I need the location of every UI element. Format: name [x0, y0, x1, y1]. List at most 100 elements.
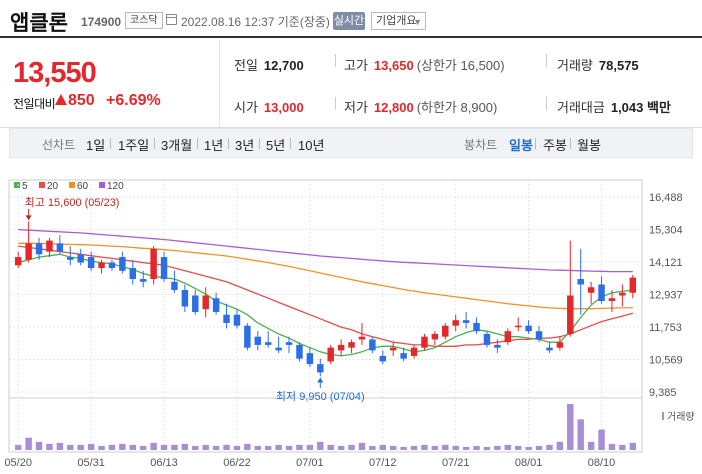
- volume-bar: [98, 445, 105, 450]
- candle-body: [483, 333, 491, 345]
- volume-bar: [410, 445, 418, 450]
- y-tick-label: 16,488: [649, 192, 683, 204]
- candle-body: [223, 314, 230, 323]
- volume-bar: [442, 444, 449, 450]
- volume-bar: [244, 443, 251, 450]
- volume-bar: [306, 444, 314, 450]
- candle-body: [629, 277, 637, 293]
- candle-body: [410, 347, 418, 356]
- volume-bar: [160, 444, 168, 450]
- candle-body: [171, 281, 178, 291]
- candle-body: [317, 364, 324, 373]
- volume-bar: [598, 429, 605, 450]
- quote-panel: 13,550 전일대비 850 +6.69% 전일 12,700 고가 13,650…: [0, 40, 702, 128]
- volume-bar: [369, 445, 376, 450]
- period-1d[interactable]: 1일: [86, 138, 106, 153]
- candle-body: [202, 295, 209, 310]
- stock-header: 앱클론 174900 코스닥 2022.08.16 12:37 기준(장중) 실…: [0, 0, 702, 38]
- volume-bar: [296, 444, 303, 450]
- candle-body: [619, 292, 626, 296]
- volume-bar: [619, 444, 626, 450]
- company-overview-dropdown[interactable]: 기업개요 ▼: [371, 12, 426, 30]
- x-tick-label: 08/10: [588, 457, 616, 469]
- candle-body: [25, 243, 32, 260]
- volume-label: 거래량: [557, 58, 593, 73]
- candle-body: [389, 347, 397, 351]
- volume-bar: [483, 446, 491, 450]
- legend-label: 5: [22, 181, 28, 192]
- volume-bar: [358, 442, 366, 450]
- candle-body: [504, 331, 512, 343]
- volume-bar: [431, 445, 439, 450]
- volume-bar: [452, 445, 459, 450]
- amount-value: 1,043 백만: [610, 100, 671, 115]
- high-label: 고가: [344, 58, 368, 73]
- divider: [535, 138, 536, 149]
- up-triangle-icon: [55, 94, 67, 105]
- upper-limit: (상한가 16,500): [416, 58, 505, 73]
- market-badge: 코스닥: [125, 12, 163, 29]
- volume-bar: [348, 444, 355, 450]
- period-3m[interactable]: 3개월: [161, 138, 193, 153]
- chart-frame: [8, 179, 643, 453]
- candle-daily[interactable]: 일봉: [509, 138, 533, 153]
- volume-bar: [202, 444, 209, 450]
- period-5y[interactable]: 5년: [266, 138, 286, 153]
- x-tick-label: 06/13: [150, 457, 178, 469]
- volume-bar: [327, 444, 334, 450]
- legend-label: 20: [47, 181, 59, 192]
- volume-bar: [233, 445, 241, 450]
- divider: [290, 138, 291, 149]
- volume-bar: [421, 444, 428, 450]
- candle-body: [587, 287, 595, 293]
- divider: [197, 138, 198, 149]
- volume-bar: [462, 446, 470, 450]
- chevron-down-icon: ▼: [413, 17, 422, 27]
- x-tick-label: 05/31: [77, 457, 105, 469]
- candle-body: [337, 344, 345, 351]
- candle-body: [369, 339, 376, 351]
- volume-bar: [192, 445, 199, 450]
- prev-close-label: 전일: [234, 58, 258, 73]
- y-tick-label: 10,569: [649, 355, 683, 367]
- open-cell: 시가 13,000: [234, 97, 304, 116]
- volume-legend-swatch: [662, 412, 664, 420]
- period-10y[interactable]: 10년: [298, 138, 325, 153]
- volume-cell: 거래량 78,575: [557, 55, 639, 74]
- period-1w[interactable]: 1주일: [118, 138, 150, 153]
- period-1y[interactable]: 1년: [204, 138, 224, 153]
- open-label: 시가: [234, 100, 258, 115]
- volume-bar: [389, 445, 397, 450]
- volume-bar: [473, 445, 480, 450]
- candle-body: [608, 298, 616, 301]
- candle-body: [67, 257, 74, 260]
- candle-body: [379, 355, 387, 362]
- low-cell: 저가 12,800 (하한가 8,900): [344, 97, 497, 116]
- candle-body: [98, 262, 105, 269]
- divider: [335, 54, 336, 67]
- low-label: 저가: [344, 100, 368, 115]
- legend-swatch: [99, 182, 105, 188]
- volume-bar: [400, 446, 407, 450]
- realtime-button[interactable]: 실시간: [333, 12, 365, 30]
- quote-datetime: 2022.08.16 12:37 기준(장중): [181, 15, 330, 29]
- stock-name: 앱클론: [10, 12, 68, 35]
- x-tick-label: 08/01: [515, 457, 543, 469]
- candle-body: [119, 257, 126, 271]
- volume-bar: [56, 442, 64, 450]
- high-value: 13,650: [373, 58, 414, 73]
- candle-body: [129, 268, 137, 280]
- period-3y[interactable]: 3년: [235, 138, 255, 153]
- volume-bar: [171, 444, 178, 450]
- y-tick-label: 12,937: [649, 290, 683, 302]
- candle-weekly[interactable]: 주봉: [543, 138, 567, 153]
- candle-body: [296, 344, 303, 359]
- candle-body: [556, 342, 564, 348]
- volume-bar: [77, 444, 84, 450]
- volume-bar: [337, 445, 345, 450]
- amount-label: 거래대금: [557, 100, 605, 115]
- stock-chart: 5 20 60 120 16,488 15,304 14,121 12,937 11,753 10…: [0, 170, 702, 474]
- candle-monthly[interactable]: 월봉: [577, 138, 601, 153]
- candle-body: [254, 336, 262, 345]
- volume-bar: [379, 444, 387, 450]
